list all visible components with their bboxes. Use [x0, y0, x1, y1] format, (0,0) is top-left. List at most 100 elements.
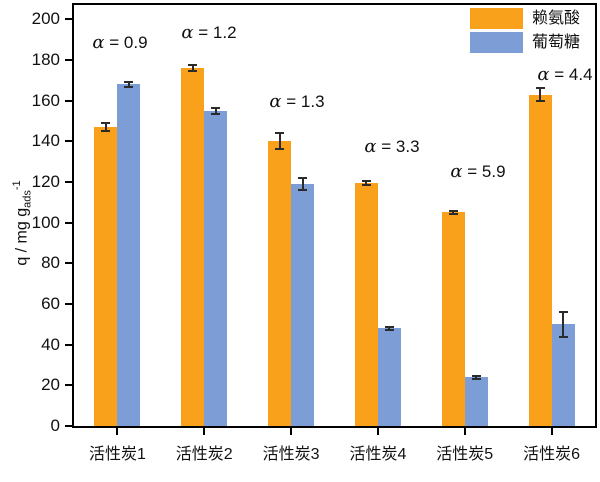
- error-bar-glucose: [301, 177, 304, 191]
- error-bar-lysine: [104, 122, 107, 132]
- x-axis-tick: [376, 428, 379, 435]
- alpha-symbol: α: [269, 91, 282, 112]
- bar-lysine: [268, 141, 292, 426]
- legend: 赖氨酸 葡萄糖: [470, 8, 580, 56]
- y-axis-tick: [65, 180, 72, 183]
- bar-glucose: [204, 110, 228, 426]
- y-axis-tick-label: 140: [31, 131, 60, 151]
- error-bar-glucose: [562, 312, 565, 337]
- bar-lysine: [441, 212, 465, 426]
- bar-glucose: [117, 84, 141, 426]
- error-bar-lysine: [191, 64, 194, 72]
- error-bar-cap: [361, 184, 371, 187]
- bar-glucose: [464, 377, 488, 426]
- y-axis-tick-label: 40: [41, 334, 60, 354]
- alpha-annotation: α = 4.4: [537, 64, 593, 85]
- x-axis-tick: [463, 428, 466, 435]
- x-axis-category-label: 活性炭4: [349, 446, 407, 463]
- y-axis-tick: [65, 58, 72, 61]
- error-bar-glucose: [214, 107, 217, 114]
- alpha-symbol: α: [537, 64, 550, 85]
- error-bar-cap: [211, 112, 221, 115]
- error-bar-cap: [535, 99, 545, 102]
- y-axis-tick-label: 180: [31, 49, 60, 69]
- error-bar-cap: [188, 63, 198, 66]
- alpha-annotation: α = 1.3: [269, 91, 325, 112]
- error-bar-glucose: [475, 375, 478, 379]
- error-bar-cap: [101, 121, 111, 124]
- error-bar-cap: [124, 80, 134, 83]
- bar-lysine: [528, 94, 552, 426]
- x-axis-tick: [203, 428, 206, 435]
- error-bar-cap: [558, 335, 568, 338]
- x-axis-category-label: 活性炭2: [175, 446, 233, 463]
- y-axis-tick-label: 100: [31, 212, 60, 232]
- legend-label-lysine: 赖氨酸: [532, 10, 581, 27]
- x-axis-tick: [116, 428, 119, 435]
- legend-item-lysine: 赖氨酸: [470, 8, 580, 29]
- bar-glucose: [291, 183, 315, 426]
- error-bar-cap: [384, 325, 394, 328]
- y-axis-tick: [65, 384, 72, 387]
- error-bar-cap: [124, 85, 134, 88]
- error-bar-glucose: [127, 81, 130, 87]
- legend-item-glucose: 葡萄糖: [470, 32, 580, 53]
- alpha-annotation: α = 5.9: [450, 161, 506, 182]
- error-bar-cap: [448, 209, 458, 212]
- plot-area: [72, 3, 597, 428]
- error-bar-cap: [384, 329, 394, 331]
- y-axis-tick: [65, 99, 72, 102]
- error-bar-cap: [471, 374, 481, 377]
- alpha-symbol: α: [450, 161, 463, 182]
- error-bar-cap: [188, 70, 198, 73]
- bar-glucose: [377, 328, 401, 426]
- y-axis-tick: [65, 140, 72, 143]
- alpha-annotation: α = 3.3: [364, 136, 420, 157]
- error-bar-cap: [211, 106, 221, 109]
- alpha-symbol: α: [181, 22, 194, 43]
- error-bar-cap: [298, 176, 308, 179]
- y-axis-tick: [65, 302, 72, 305]
- bar-lysine: [354, 182, 378, 426]
- y-axis-tick-label: 160: [31, 90, 60, 110]
- error-bar-cap: [448, 213, 458, 216]
- error-bar-cap: [471, 377, 481, 380]
- x-axis-tick: [550, 428, 553, 435]
- y-axis-tick-label: 120: [31, 171, 60, 191]
- alpha-symbol: α: [364, 136, 377, 157]
- error-bar-cap: [535, 87, 545, 90]
- y-axis-tick: [65, 221, 72, 224]
- y-axis-title-sub: ads: [21, 190, 34, 208]
- error-bar-cap: [361, 179, 371, 182]
- x-axis-category-label: 活性炭1: [88, 446, 146, 463]
- alpha-symbol: α: [92, 32, 105, 53]
- y-axis-tick-label: 200: [31, 9, 60, 29]
- legend-label-glucose: 葡萄糖: [532, 34, 581, 51]
- y-axis-tick: [65, 425, 72, 427]
- error-bar-lysine: [539, 88, 542, 101]
- error-bar-lysine: [452, 210, 455, 215]
- error-bar-cap: [298, 189, 308, 192]
- alpha-annotation: α = 1.2: [181, 22, 237, 43]
- error-bar-cap: [558, 311, 568, 314]
- legend-swatch-glucose: [470, 32, 523, 53]
- error-bar-cap: [275, 132, 285, 135]
- y-axis-tick-label: 20: [41, 375, 60, 395]
- legend-swatch-lysine: [470, 8, 523, 29]
- bar-lysine: [181, 68, 205, 426]
- x-axis-category-label: 活性炭6: [523, 446, 581, 463]
- y-axis-tick-label: 0: [50, 416, 60, 435]
- error-bar-lysine: [278, 133, 281, 150]
- x-axis-category-label: 活性炭5: [436, 446, 494, 463]
- x-axis-tick: [290, 428, 293, 435]
- y-axis-tick-label: 60: [41, 293, 60, 313]
- x-axis-category-label: 活性炭3: [262, 446, 320, 463]
- bar-lysine: [94, 127, 118, 426]
- alpha-annotation: α = 0.9: [92, 32, 148, 53]
- error-bar-cap: [101, 130, 111, 133]
- y-axis-tick: [65, 262, 72, 265]
- error-bar-lysine: [365, 180, 368, 186]
- y-axis-tick: [65, 343, 72, 346]
- bar-glucose: [551, 324, 575, 426]
